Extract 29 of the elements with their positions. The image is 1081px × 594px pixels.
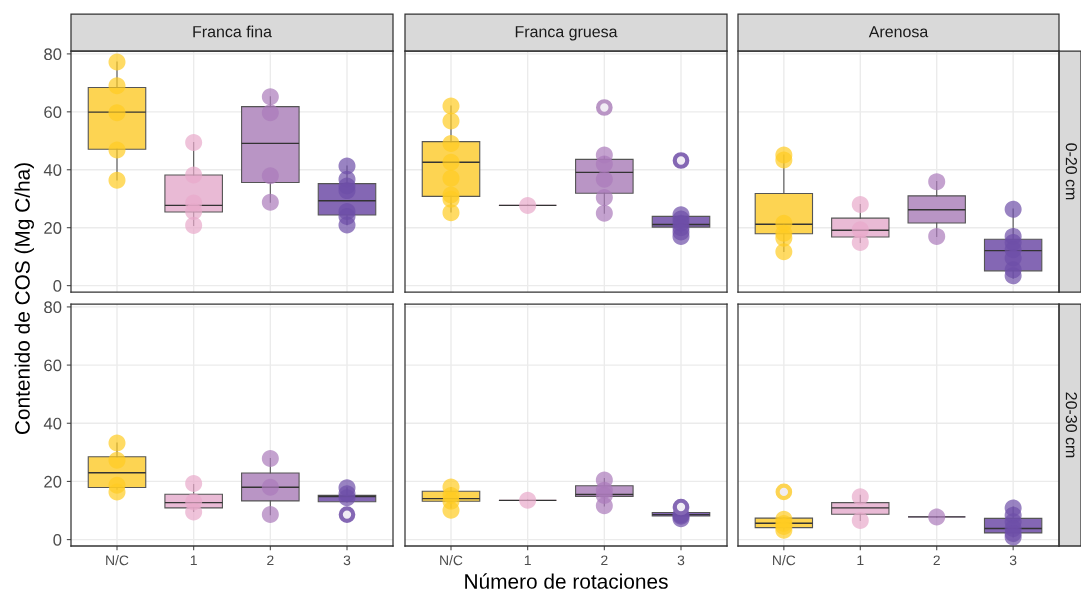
y-tick-label: 20 <box>44 475 62 488</box>
y-tick-label: 80 <box>44 301 62 314</box>
y-tick-label: 60 <box>44 359 62 372</box>
x-tick-label: 1 <box>857 555 864 566</box>
x-tick-label: 2 <box>601 555 608 566</box>
y-tick-label: 80 <box>44 48 62 61</box>
chart-title: Franca fina <box>193 25 272 38</box>
y-tick-label: 40 <box>43 164 62 176</box>
text: 20-30 cm <box>1065 392 1078 458</box>
x-axis-title: Número de rotaciones <box>465 573 668 589</box>
x-tick-label: 3 <box>343 555 351 566</box>
chart-title: Franca gruesa <box>515 26 618 41</box>
y-tick-label: 20 <box>44 222 62 234</box>
x-tick-label: 1 <box>524 555 531 566</box>
x-tick-label: 2 <box>933 555 940 566</box>
x-tick-label: 1 <box>190 555 197 566</box>
x-tick-label: 2 <box>267 555 274 566</box>
x-tick-label: 3 <box>677 555 685 566</box>
chart-title: Arenosa <box>868 26 929 38</box>
y-tick-label: 40 <box>43 417 62 430</box>
x-tick-label: N/C <box>440 555 463 566</box>
text: 0-20 cm <box>1065 143 1078 200</box>
x-tick-label: 3 <box>1009 555 1017 566</box>
y-tick-label: 0 <box>53 280 62 292</box>
x-tick-label: N/C <box>773 555 796 566</box>
y-axis-title: Contenido de COS (Mg C/ha) <box>14 163 34 435</box>
y-tick-label: 60 <box>44 106 62 119</box>
y-tick-label: 0 <box>53 534 62 546</box>
x-tick-label: N/C <box>106 555 129 566</box>
